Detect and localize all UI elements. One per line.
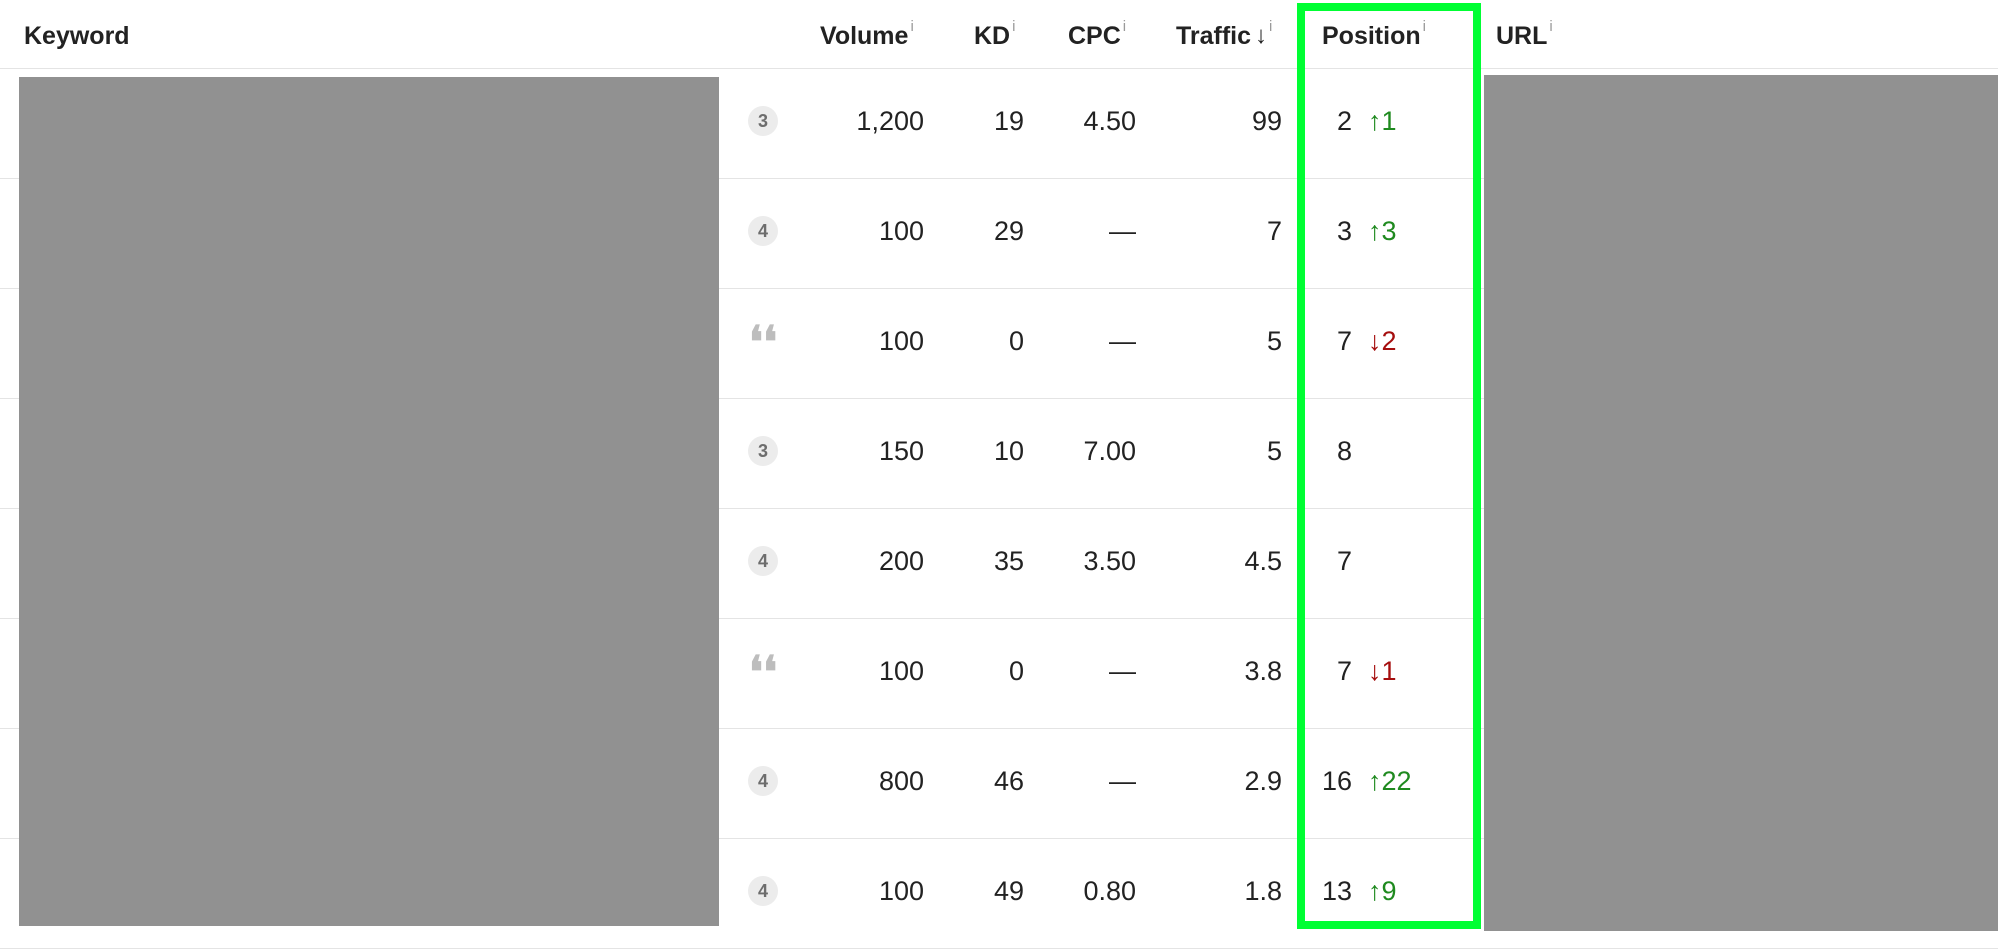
traffic-cell: 5 (1266, 326, 1282, 356)
info-icon[interactable]: i (1422, 18, 1426, 35)
table-row[interactable]: 3 1,200 19 4.50 99 2 ↑1 (0, 69, 1998, 179)
column-header-volume[interactable]: Volume i (820, 14, 914, 58)
position-cell: 16 (1322, 766, 1353, 796)
info-icon[interactable]: i (1122, 18, 1127, 35)
table-row[interactable]: 3 150 10 7.00 5 8 (0, 399, 1998, 509)
position-cell: 2 (1336, 106, 1352, 136)
info-icon[interactable]: i (1269, 18, 1273, 35)
position-cell: 3 (1336, 216, 1352, 246)
position-cell: 7 (1336, 546, 1352, 576)
cpc-cell: 4.50 (1083, 106, 1136, 136)
url-column-redaction (1484, 75, 1998, 931)
traffic-cell: 99 (1251, 106, 1282, 136)
column-header-traffic[interactable]: Traffic ↓ i (1176, 14, 1272, 58)
volume-cell: 100 (878, 876, 924, 906)
table-row[interactable]: 4 200 35 3.50 4.5 7 (0, 509, 1998, 619)
column-header-cpc[interactable]: CPC i (1068, 14, 1126, 58)
table-row[interactable]: 4 800 46 — 2.9 16 ↑22 (0, 729, 1998, 839)
volume-cell: 200 (878, 546, 924, 576)
traffic-cell: 3.8 (1244, 656, 1282, 686)
serp-feature-count-badge[interactable]: 4 (748, 216, 778, 246)
position-cell: 7 (1336, 656, 1352, 686)
column-header-url[interactable]: URL i (1496, 14, 1553, 58)
column-header-position-label: Position (1322, 21, 1421, 50)
column-header-keyword-label: Keyword (24, 21, 130, 50)
traffic-cell: 2.9 (1244, 766, 1282, 796)
position-down-change: ↓2 (1368, 326, 1397, 356)
volume-cell: 150 (878, 436, 924, 466)
column-header-kd-label: KD (974, 21, 1011, 50)
volume-cell: 1,200 (856, 106, 924, 136)
column-header-url-label: URL (1496, 21, 1548, 50)
column-header-kd[interactable]: KD i (974, 14, 1015, 58)
table-row[interactable]: 4 100 29 — 7 3 ↑3 (0, 179, 1998, 289)
kd-cell: 10 (993, 436, 1024, 466)
serp-feature-count-badge[interactable]: 3 (748, 106, 778, 136)
kd-cell: 19 (993, 106, 1024, 136)
traffic-cell: 4.5 (1244, 546, 1282, 576)
position-up-change: ↑9 (1368, 876, 1397, 906)
cpc-cell: 3.50 (1083, 546, 1136, 576)
position-down-change: ↓1 (1368, 656, 1397, 686)
quote-icon: ❛❛ (748, 317, 778, 368)
volume-cell: 800 (878, 766, 924, 796)
table-bottom-divider (0, 948, 1998, 949)
info-icon[interactable]: i (1012, 18, 1016, 35)
traffic-cell: 5 (1266, 436, 1282, 466)
position-up-change: ↑22 (1368, 766, 1412, 796)
traffic-cell: 1.8 (1244, 876, 1282, 906)
kd-cell: 46 (993, 766, 1024, 796)
quote-icon: ❛❛ (748, 647, 778, 698)
sort-descending-icon[interactable]: ↓ (1255, 22, 1268, 49)
column-header-cpc-label: CPC (1068, 21, 1121, 50)
cpc-cell: 7.00 (1083, 436, 1136, 466)
serp-feature-count-badge[interactable]: 4 (748, 546, 778, 576)
info-icon[interactable]: i (910, 18, 914, 35)
column-header-volume-label: Volume (820, 21, 909, 50)
cpc-cell: — (1109, 326, 1136, 356)
kd-cell: 35 (993, 546, 1024, 576)
position-cell: 8 (1336, 436, 1352, 466)
kd-cell: 49 (993, 876, 1024, 906)
volume-cell: 100 (878, 326, 924, 356)
keyword-column-redaction (19, 77, 719, 926)
volume-cell: 100 (878, 216, 924, 246)
column-header-position[interactable]: Position i (1322, 14, 1426, 58)
volume-cell: 100 (878, 656, 924, 686)
position-cell: 13 (1322, 876, 1353, 906)
info-icon[interactable]: i (1549, 18, 1553, 35)
serp-feature-count-badge[interactable]: 4 (748, 766, 778, 796)
position-up-change: ↑1 (1368, 106, 1397, 136)
table-row[interactable]: ❛❛ 100 0 — 3.8 7 ↓1 (0, 619, 1998, 729)
position-up-change: ↑3 (1368, 216, 1397, 246)
kd-cell: 0 (1008, 656, 1024, 686)
column-header-traffic-label: Traffic (1176, 21, 1252, 50)
column-header-keyword[interactable]: Keyword (24, 14, 130, 58)
serp-feature-count-badge[interactable]: 3 (748, 436, 778, 466)
cpc-cell: 0.80 (1083, 876, 1136, 906)
kd-cell: 29 (993, 216, 1024, 246)
table-row[interactable]: ❛❛ 100 0 — 5 7 ↓2 (0, 289, 1998, 399)
cpc-cell: — (1109, 766, 1136, 796)
cpc-cell: — (1109, 656, 1136, 686)
cpc-cell: — (1109, 216, 1136, 246)
header-divider (0, 68, 1998, 69)
traffic-cell: 7 (1266, 216, 1282, 246)
serp-feature-count-badge[interactable]: 4 (748, 876, 778, 906)
kd-cell: 0 (1008, 326, 1024, 356)
position-cell: 7 (1336, 326, 1352, 356)
